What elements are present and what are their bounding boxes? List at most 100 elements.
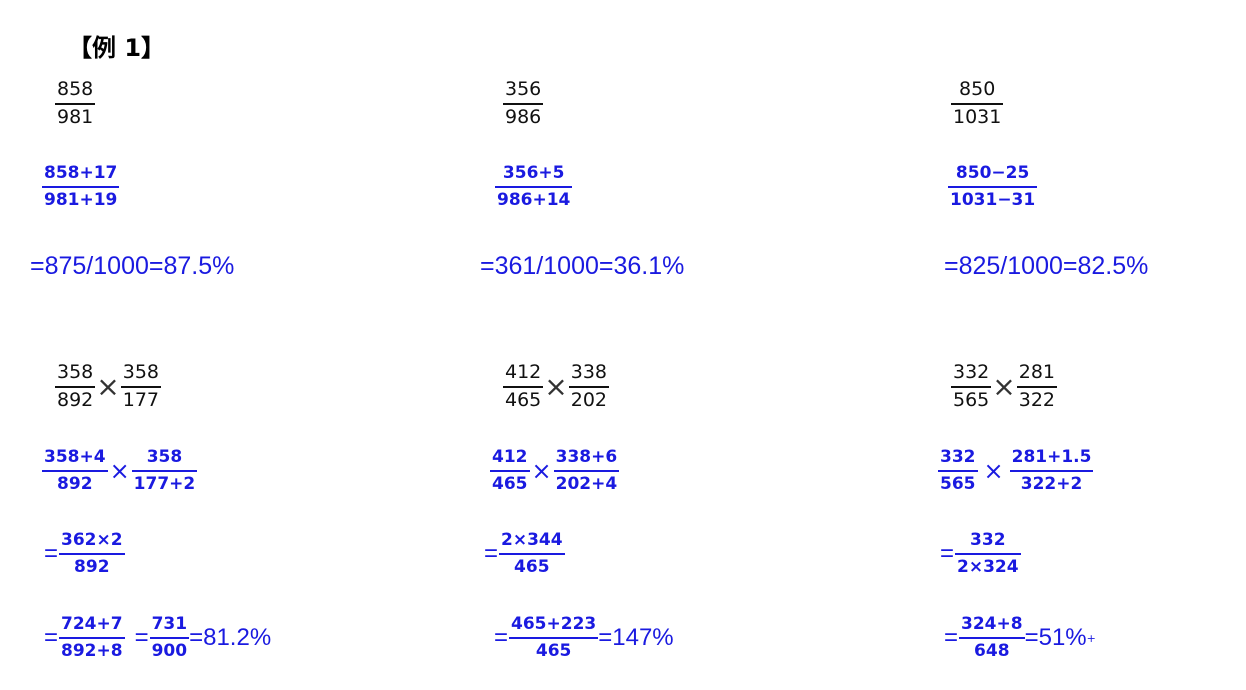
fraction-bar [490,470,530,473]
denominator: 565 [953,388,990,411]
original-fraction-1: 858 981 [55,78,96,130]
step-2-col-3: = 324+8 648 =51% + [944,614,1096,663]
fraction-bar [59,553,125,556]
fraction: 281+1.5 322+2 [1009,447,1094,496]
fraction: 362×2 892 [59,530,125,579]
original-product-1: 358 892 × 358 177 [55,361,161,413]
fraction-bar [938,470,978,473]
step-1-col-2: = 2×344 465 [484,530,565,579]
result-value: =147% [598,624,674,652]
step-1-col-3: = 332 2×324 [940,530,1021,579]
denominator: 986+14 [497,190,571,211]
denominator: 2×324 [957,557,1019,578]
numerator: 356+5 [502,163,565,183]
numerator: 850 [959,78,996,100]
times-sign: × [983,457,1004,486]
numerator: 858 [57,78,94,100]
fraction: 850−25 1031−31 [948,163,1038,212]
fraction: 358 177+2 [131,447,198,496]
times-sign: × [544,369,568,403]
numerator: 358 [122,361,159,383]
numerator: 338+6 [555,447,618,467]
adjusted-fraction-2: 356+5 986+14 [495,163,573,212]
fraction-bar [131,470,198,473]
fraction: 731 900 [149,614,190,663]
times-sign: × [96,369,120,403]
fraction: 338 202 [568,361,609,413]
equals-sign: = [494,624,509,652]
numerator: 731 [151,614,188,634]
denominator: 981 [57,105,94,128]
adjusted-product-3: 332 565 × 281+1.5 322+2 [938,447,1094,496]
numerator: 332 [940,447,976,467]
denominator: 322 [1018,388,1055,411]
numerator: 332 [953,361,990,383]
denominator: 465 [492,474,528,495]
numerator: 724+7 [61,614,123,634]
numerator: 324+8 [961,614,1023,634]
fraction-bar [948,186,1038,189]
denominator: 1031−31 [950,190,1036,211]
numerator: 465+223 [511,614,597,634]
fraction: 858+17 981+19 [42,163,120,212]
numerator: 858+17 [44,163,118,183]
fraction: 412 465 [503,361,544,413]
fraction-bar [503,385,544,388]
fraction-bar [149,637,190,640]
fraction: 412 465 [490,447,530,496]
result-line-3: =825/1000=82.5% [944,252,1149,280]
result-value: =81.2% [189,624,272,652]
numerator: 358 [57,361,94,383]
times-sign: × [531,457,552,486]
denominator: 465 [505,388,542,411]
denominator: 986 [505,105,542,128]
equals-sign: = [44,624,59,652]
fraction: 2×344 465 [499,530,565,579]
adjusted-fraction-3: 850−25 1031−31 [948,163,1038,212]
denominator: 322+2 [1020,474,1083,495]
fraction: 358+4 892 [42,447,108,496]
numerator: 356 [505,78,542,100]
denominator: 177+2 [133,474,196,495]
adjusted-product-1: 358+4 892 × 358 177+2 [42,447,198,496]
fraction-bar [1016,385,1057,388]
fraction: 358 892 [55,361,96,413]
fraction-bar [955,553,1021,556]
fraction-bar [42,470,108,473]
fraction: 465+223 465 [509,614,599,663]
fraction: 332 2×324 [955,530,1021,579]
numerator: 358+4 [44,447,106,467]
fraction-bar [120,385,161,388]
original-fraction-2: 356 986 [503,78,544,130]
equals-sign: = [44,540,59,568]
numerator: 332 [970,530,1006,550]
times-sign: × [109,457,130,486]
fraction: 356 986 [503,78,544,130]
example-heading: 【例 1】 [68,34,166,62]
step-2-col-1: = 724+7 892+8 = 731 900 =81.2% [44,614,271,663]
result-superscript: + [1086,631,1096,645]
fraction-bar [553,470,620,473]
fraction-bar [503,102,544,105]
numerator: 412 [505,361,542,383]
denominator: 465 [535,641,572,662]
step-2-col-2: = 465+223 465 =147% [494,614,674,663]
fraction: 850 1031 [951,78,1004,130]
numerator: 281+1.5 [1011,447,1092,467]
denominator: 892 [57,388,94,411]
original-product-3: 332 565 × 281 322 [951,361,1057,413]
equals-sign: = [134,624,149,652]
denominator: 565 [940,474,976,495]
original-fraction-3: 850 1031 [951,78,1004,130]
fraction-bar [1009,470,1094,473]
fraction: 281 322 [1016,361,1057,413]
fraction-bar [55,385,96,388]
fraction-bar [509,637,599,640]
numerator: 2×344 [501,530,563,550]
denominator: 892+8 [61,641,123,662]
result-line-1: =875/1000=87.5% [30,252,235,280]
equals-sign: = [944,624,959,652]
fraction: 332 565 [938,447,978,496]
fraction-bar [59,637,125,640]
equals-sign: = [940,540,955,568]
